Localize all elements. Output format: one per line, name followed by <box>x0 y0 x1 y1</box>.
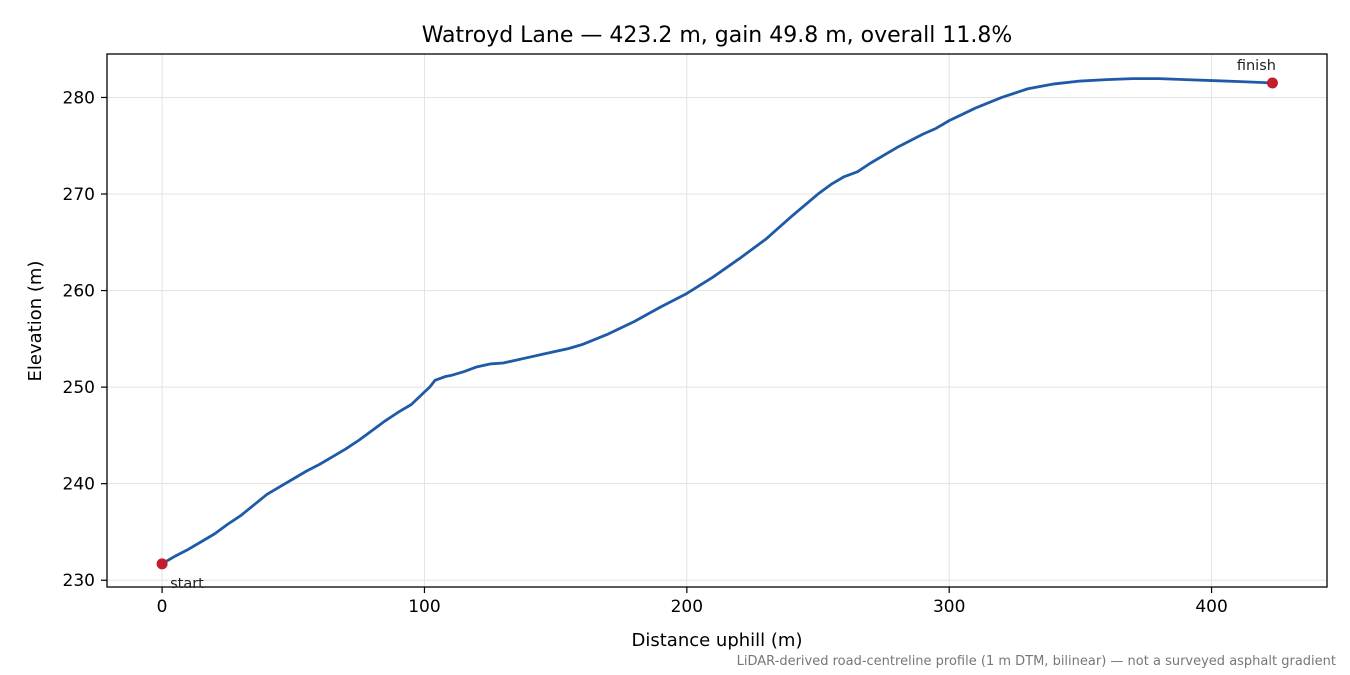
footnote: LiDAR-derived road-centreline profile (1… <box>737 654 1336 669</box>
y-tick-label: 260 <box>63 282 95 302</box>
start-marker <box>156 558 168 570</box>
y-tick-label: 280 <box>63 88 95 108</box>
x-tick-label: 200 <box>671 597 703 617</box>
y-tick-label: 230 <box>63 571 95 591</box>
endpoint-annotations: start finish <box>156 58 1278 592</box>
x-axis-label: Distance uphill (m) <box>632 630 803 651</box>
chart-title: Watroyd Lane — 423.2 m, gain 49.8 m, ove… <box>422 23 1013 48</box>
x-tick-label: 300 <box>933 597 965 617</box>
y-tick-label: 270 <box>63 185 95 205</box>
y-tick-label: 250 <box>63 378 95 398</box>
finish-marker <box>1266 77 1278 89</box>
y-tick-label: 240 <box>63 475 95 495</box>
y-axis-label: Elevation (m) <box>25 261 46 382</box>
start-annotation-label: start <box>170 576 204 592</box>
finish-annotation-label: finish <box>1237 58 1276 74</box>
x-tick-label: 100 <box>408 597 440 617</box>
grid <box>107 54 1327 587</box>
elevation-series-line <box>160 77 1274 566</box>
x-tick-label: 0 <box>157 597 168 617</box>
x-tick-label: 400 <box>1195 597 1227 617</box>
plot-area-frame <box>106 53 1328 588</box>
axis-ticks: 0 100 200 300 400 230 240 250 260 270 280 <box>63 88 1228 617</box>
